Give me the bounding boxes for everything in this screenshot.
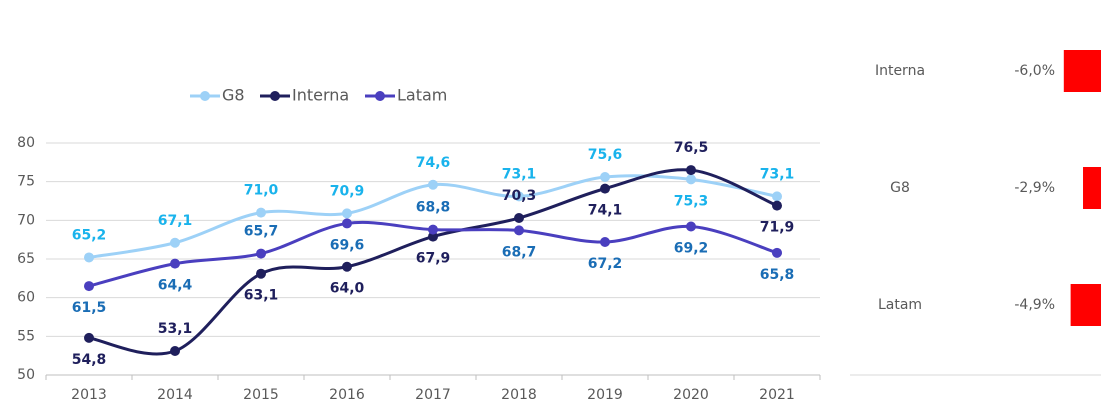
- data-label: 69,6: [330, 237, 365, 253]
- point: [170, 346, 180, 357]
- y-tick-label: 75: [17, 174, 35, 190]
- y-tick-label: 50: [17, 367, 35, 383]
- legend-marker: [270, 91, 280, 101]
- point: [256, 248, 266, 259]
- data-label: 61,5: [72, 300, 107, 316]
- point: [686, 165, 696, 176]
- data-label: 54,8: [72, 352, 107, 368]
- data-label: 65,2: [72, 227, 107, 243]
- bar: [1070, 284, 1101, 326]
- point: [600, 172, 610, 183]
- point: [342, 218, 352, 229]
- point: [170, 258, 180, 269]
- data-label: 67,2: [588, 256, 623, 272]
- legend-marker: [200, 91, 210, 101]
- x-tick-label: 2014: [157, 387, 193, 403]
- bar: [1063, 50, 1101, 92]
- point: [514, 191, 524, 202]
- point: [772, 247, 782, 258]
- point: [772, 200, 782, 211]
- data-label: 53,1: [158, 321, 193, 337]
- data-label: 65,8: [760, 267, 795, 283]
- data-label: 64,4: [158, 278, 193, 294]
- point: [256, 207, 266, 218]
- category-label: G8: [890, 180, 910, 196]
- x-tick-label: 2015: [243, 387, 279, 403]
- data-label: 65,7: [244, 224, 279, 240]
- data-label: 71,0: [244, 183, 279, 199]
- x-tick-label: 2021: [759, 387, 795, 403]
- category-label: Interna: [875, 63, 925, 79]
- data-label: 69,2: [674, 241, 709, 257]
- data-label: 64,0: [330, 281, 365, 297]
- x-tick-label: 2017: [415, 387, 451, 403]
- point: [342, 208, 352, 219]
- point: [600, 183, 610, 194]
- legend-label: Interna: [292, 86, 349, 105]
- data-label: 63,1: [244, 288, 279, 304]
- data-label: 71,9: [760, 220, 795, 236]
- legend-label: Latam: [397, 86, 447, 105]
- x-tick-label: 2020: [673, 387, 709, 403]
- bar: [1083, 167, 1101, 209]
- x-tick-label: 2018: [501, 387, 537, 403]
- point: [772, 191, 782, 202]
- x-tick-label: 2016: [329, 387, 365, 403]
- y-tick-label: 70: [17, 212, 35, 228]
- legend-label: G8: [222, 86, 245, 105]
- point: [170, 237, 180, 248]
- data-label: 76,5: [674, 140, 709, 156]
- data-label: 73,1: [502, 166, 537, 182]
- point: [514, 225, 524, 236]
- y-tick-label: 80: [17, 135, 35, 151]
- point: [514, 213, 524, 224]
- x-tick-label: 2013: [71, 387, 107, 403]
- data-label: 75,3: [674, 193, 709, 209]
- point: [686, 174, 696, 185]
- point: [256, 268, 266, 279]
- point: [428, 224, 438, 235]
- point: [686, 221, 696, 232]
- data-label: 74,6: [416, 155, 451, 171]
- y-tick-label: 65: [17, 251, 35, 267]
- data-label: 74,1: [588, 203, 623, 219]
- data-label: 70,9: [330, 183, 365, 199]
- y-tick-label: 60: [17, 290, 35, 306]
- point: [428, 179, 438, 190]
- legend-marker: [375, 91, 385, 101]
- point: [342, 261, 352, 272]
- point: [84, 252, 94, 263]
- value-label: -6,0%: [1014, 63, 1055, 79]
- point: [84, 281, 94, 292]
- data-label: 68,8: [416, 200, 451, 216]
- y-tick-label: 55: [17, 328, 35, 344]
- data-label: 70,3: [502, 188, 537, 204]
- point: [600, 236, 610, 247]
- value-label: -4,9%: [1014, 297, 1055, 313]
- data-label: 75,6: [588, 147, 623, 163]
- point: [428, 231, 438, 242]
- value-label: -2,9%: [1014, 180, 1055, 196]
- data-label: 68,7: [502, 244, 537, 260]
- data-label: 67,1: [158, 213, 193, 229]
- category-label: Latam: [878, 297, 922, 313]
- point: [84, 332, 94, 343]
- x-tick-label: 2019: [587, 387, 623, 403]
- data-label: 67,9: [416, 251, 451, 267]
- data-label: 73,1: [760, 166, 795, 182]
